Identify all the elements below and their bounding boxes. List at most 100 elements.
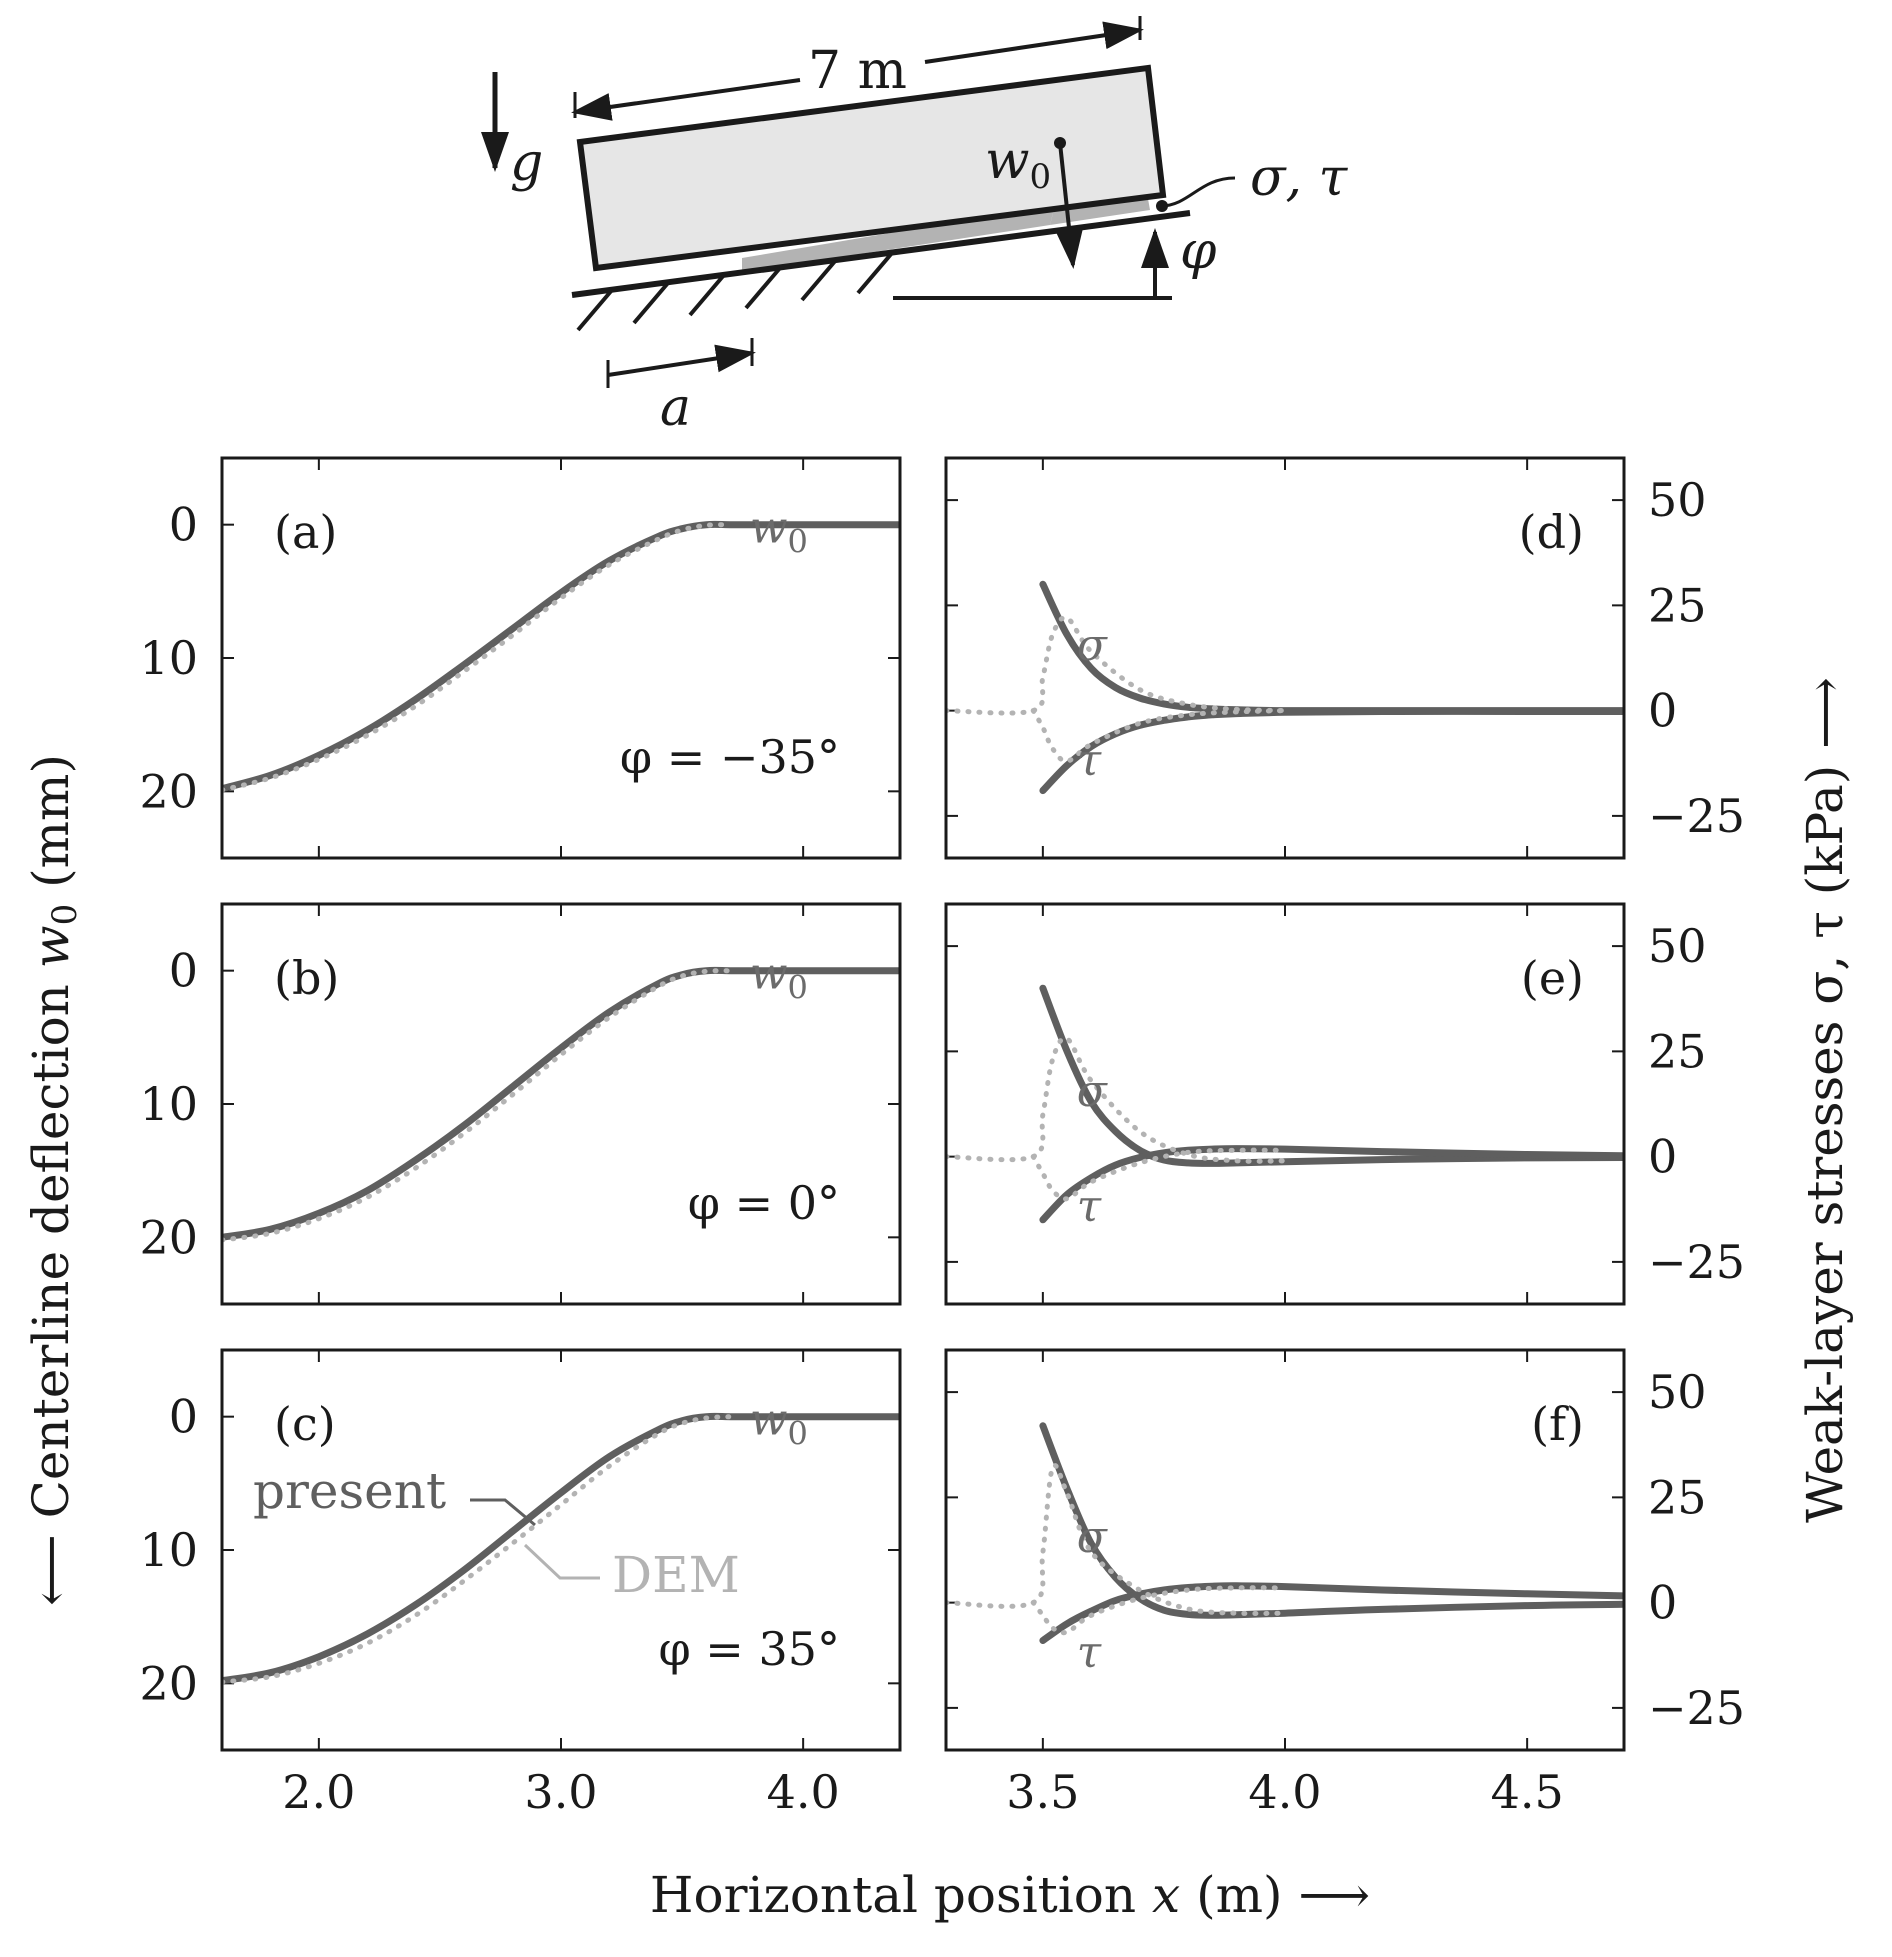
panel-c: 2.0 3.0 4.0 0 10 20 (c) φ = 35° w0 [139,1348,902,1819]
series-group-e [946,984,1624,1224]
series-c-present-w0-0 [222,1412,900,1685]
stress-label: σ, τ [1250,148,1349,208]
series-group-f [946,1422,1624,1644]
ytick-label-c-2: 20 [139,1656,198,1710]
panel-f: 3.5 4.0 4.5 50 25 0 −25 (f) σ τ [944,1348,1745,1819]
series-e-dem-τ-3 [1030,1147,1288,1202]
ytick-label-c-1: 10 [139,1523,198,1577]
series-group-b [222,966,900,1243]
length-label: 7 m [808,41,907,101]
series-c-dem-w0-1 [222,1414,733,1685]
panel-frame-e [944,902,1626,1306]
curve-label-c: w0 [750,1395,808,1453]
ytick-label-a-0: 0 [169,498,198,552]
xtick-label-c-1: 3.0 [524,1765,597,1819]
series-b-dem-w0-1 [222,968,733,1243]
panel-label-c: (c) [274,1397,336,1451]
w0-arrow [1055,142,1084,269]
legend: present DEM [253,1462,740,1604]
x-axis-title: Horizontal position x (m) ⟶ [650,1866,1370,1924]
ytick-label-f-2: 0 [1648,1576,1677,1630]
series-d-dem-σ-2 [946,615,1288,716]
ground-hatching [576,251,894,332]
series-group-d [946,580,1624,795]
ytick-label-d-1: 25 [1648,578,1707,632]
angle-label: φ [1180,221,1217,281]
tau-label-f: τ [1077,1627,1102,1678]
curve-label-b: w0 [750,949,808,1007]
sigma-label-e: σ [1077,1066,1109,1117]
xtick-label-f-2: 4.5 [1491,1765,1564,1819]
phi-label-b: φ = 0° [688,1176,840,1230]
xtick-label-f-1: 4.0 [1248,1765,1321,1819]
ytick-label-a-1: 10 [139,631,198,685]
tau-label-e: τ [1077,1181,1102,1232]
ytick-label-e-1: 25 [1648,1024,1707,1078]
ytick-label-b-2: 20 [139,1210,198,1264]
sigma-label-d: σ [1077,620,1109,671]
legend-present-label: present [253,1462,446,1520]
series-d-present-τ-1 [1039,707,1624,795]
legend-present-leader [470,1498,536,1527]
stress-leader [1161,176,1236,208]
ytick-label-b-0: 0 [169,944,198,998]
ytick-label-e-0: 50 [1648,919,1707,973]
right-axis-title: Weak-layer stresses σ, τ (kPa) ⟶ [1796,677,1854,1523]
series-d-dem-τ-3 [1030,708,1288,764]
ytick-label-a-2: 20 [139,764,198,818]
series-group-c [222,1412,900,1685]
series-f-dem-τ-3 [1030,1585,1288,1636]
length-dimension-left [571,78,801,121]
ytick-label-e-2: 0 [1648,1130,1677,1184]
panel-label-b: (b) [274,951,339,1005]
panel-label-a: (a) [274,505,337,559]
panel-label-f: (f) [1531,1397,1584,1451]
chart-panels: 0 10 20 (a) φ = −35° w0 0 10 20 (b) φ = 0° w0 2.0 3.0… [139,456,1745,1819]
panel-frame-c [220,1348,902,1752]
ytick-label-f-3: −25 [1648,1681,1745,1735]
panel-frame-f [944,1348,1626,1752]
panel-frame-a [220,456,902,860]
legend-dem-leader [523,1543,600,1580]
xtick-label-c-2: 4.0 [767,1765,840,1819]
curve-label-a: w0 [750,503,808,561]
series-b-present-w0-0 [222,966,900,1241]
ground-line [571,210,1191,298]
slab-sketch: g φ 7 m w0 σ, τ [481,16,1349,438]
panel-a: 0 10 20 (a) φ = −35° w0 [139,456,902,860]
ytick-label-c-0: 0 [169,1390,198,1444]
ytick-label-b-1: 10 [139,1077,198,1131]
series-group-a [222,520,900,793]
legend-dem-label: DEM [612,1546,740,1604]
w0-label: w0 [985,131,1051,197]
series-f-present-σ-0 [1039,1422,1624,1619]
slab [576,64,1167,272]
phi-label-c: φ = 35° [658,1622,840,1676]
sigma-label-f: σ [1077,1512,1109,1563]
series-e-dem-σ-2 [946,1035,1288,1164]
left-axis-title: ⟵ Centerline deflection w0 (mm) [22,754,85,1606]
ytick-label-d-3: −25 [1648,789,1745,843]
series-e-present-σ-0 [1039,984,1624,1167]
xtick-label-f-0: 3.5 [1006,1765,1079,1819]
crack-dimension [607,344,756,377]
ytick-label-d-2: 0 [1648,684,1677,738]
length-dimension-right [924,21,1144,64]
ytick-label-e-3: −25 [1648,1235,1745,1289]
ytick-label-f-1: 25 [1648,1470,1707,1524]
panel-b: 0 10 20 (b) φ = 0° w0 [139,902,902,1306]
crack-label: a [660,378,691,438]
xtick-label-c-0: 2.0 [282,1765,355,1819]
series-a-dem-w0-1 [222,522,733,793]
panel-d: 50 25 0 −25 (d) σ τ [944,456,1745,860]
gravity-label: g [510,133,543,193]
panel-frame-d [944,456,1626,860]
panel-e: 50 25 0 −25 (e) σ τ [944,902,1745,1306]
series-a-present-w0-0 [222,520,900,793]
series-f-dem-σ-2 [946,1463,1288,1617]
ytick-label-d-0: 50 [1648,473,1707,527]
panel-frame-b [220,902,902,1306]
panel-label-e: (e) [1521,951,1584,1005]
series-d-present-σ-0 [1039,580,1624,715]
